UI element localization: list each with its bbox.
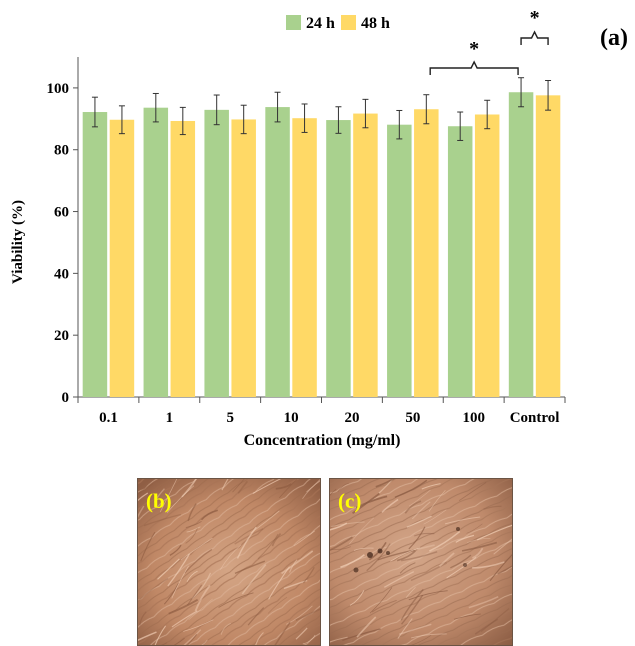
x-tick-label: 5 [226, 410, 234, 426]
x-tick-label: 0.1 [99, 410, 118, 426]
y-tick-label: 0 [62, 390, 70, 406]
y-tick-label: 100 [47, 81, 70, 97]
error-bar [240, 104, 247, 135]
bar-24h-10 [265, 107, 290, 397]
panel-label-a: (a) [600, 25, 628, 51]
error-bar [213, 94, 220, 126]
bars [82, 77, 561, 398]
viability-bar-chart: 24 h 48 h (a) 0 20 40 60 80 100 0.1 1 5 10 20 50 100… [10, 7, 628, 449]
legend-swatch [286, 15, 301, 30]
x-tick-label: 10 [284, 410, 299, 426]
significance-annotations: ** [429, 7, 549, 75]
x-axis-label: Concentration (mg/ml) [244, 432, 401, 449]
error-bar [457, 111, 464, 141]
bar-48h-50 [414, 109, 439, 398]
legend-label: 48 h [361, 15, 390, 32]
x-axis: 0.1 1 5 10 20 50 100 Control [77, 396, 566, 426]
x-tick-label: 1 [166, 410, 174, 426]
bar-24h-Control [508, 92, 534, 398]
image-label-b: (b) [146, 489, 172, 513]
bar-24h-20 [326, 120, 351, 398]
x-tick-label: 20 [344, 410, 359, 426]
bar-48h-5 [231, 119, 256, 397]
y-tick-label: 60 [54, 205, 69, 221]
legend-label: 24 h [306, 15, 335, 32]
bar-24h-50 [387, 124, 412, 397]
y-tick-label: 80 [54, 143, 69, 159]
bar-24h-5 [204, 109, 229, 397]
error-bar [118, 105, 125, 135]
error-bar [396, 109, 403, 140]
y-axis: 0 20 40 60 80 100 [47, 57, 79, 406]
significance-star: * [530, 7, 540, 29]
significance-star: * [469, 38, 479, 60]
bar-24h-1 [143, 107, 169, 397]
y-tick-label: 20 [54, 328, 69, 344]
x-tick-label: Control [510, 410, 560, 426]
bar-24h-100 [447, 126, 473, 398]
error-bar [301, 103, 308, 133]
error-bar [335, 106, 342, 134]
error-bar [423, 94, 430, 125]
error-bar [179, 106, 186, 136]
bar-48h-Control [535, 95, 561, 397]
y-tick-label: 40 [54, 266, 69, 282]
error-bar [518, 77, 525, 108]
bar-24h-0.1 [82, 112, 108, 397]
micrograph-c-image [330, 479, 512, 645]
x-tick-label: 100 [462, 410, 485, 426]
bar-48h-1 [170, 120, 196, 398]
bar-48h-10 [292, 118, 317, 397]
error-bar [545, 79, 552, 111]
error-bar [274, 91, 281, 123]
bar-48h-20 [353, 113, 378, 398]
error-bar [362, 98, 369, 129]
bar-48h-0.1 [109, 119, 135, 397]
significance-bracket [429, 60, 519, 75]
legend-swatch [341, 15, 356, 30]
micrograph-b: (b) [137, 478, 321, 646]
significance-bracket [520, 30, 549, 45]
error-bar [484, 99, 491, 130]
error-bar [91, 96, 98, 128]
micrograph-c: (c) [329, 478, 513, 646]
x-tick-label: 50 [405, 410, 420, 426]
legend: 24 h 48 h [286, 15, 390, 32]
error-bar [152, 92, 159, 123]
image-label-c: (c) [338, 489, 362, 513]
y-axis-label: Viability (%) [10, 200, 26, 284]
micrograph-b-image [138, 479, 320, 645]
bar-48h-100 [474, 114, 500, 397]
